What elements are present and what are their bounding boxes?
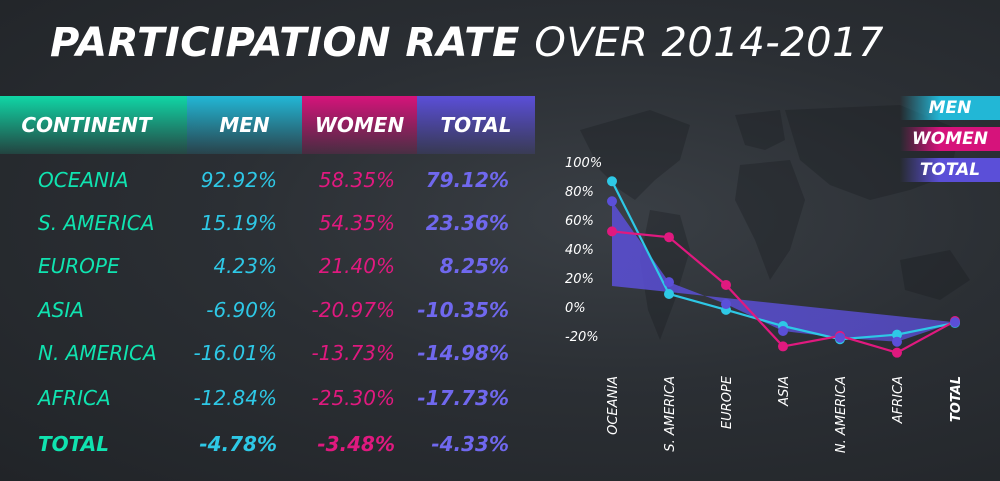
- cell-women: -20.97%: [311, 298, 395, 322]
- cell-women: 21.40%: [318, 254, 395, 278]
- data-point-total: [950, 317, 960, 328]
- y-tick-label: -20%: [565, 330, 599, 345]
- table-row: N. AMERICA -16.01% -13.73% -14.98%: [0, 333, 535, 373]
- cell-total: 23.36%: [425, 211, 509, 235]
- cell-women: 58.35%: [318, 168, 395, 192]
- data-point-total: [607, 196, 617, 207]
- x-tick-label: S. AMERICA: [663, 376, 678, 452]
- title-bold: PARTICIPATION RATE: [50, 20, 520, 66]
- x-tick-label: N. AMERICA: [834, 376, 849, 453]
- cell-men: 4.23%: [213, 254, 277, 278]
- data-point-women: [778, 341, 788, 352]
- cell-men: -16.01%: [193, 341, 277, 365]
- cell-men: 15.19%: [200, 211, 277, 235]
- x-tick-label: ASIA: [777, 376, 792, 407]
- y-tick-label: 40%: [565, 243, 594, 258]
- data-table: CONTINENT MEN WOMEN TOTAL OCEANIA 92.92%…: [0, 96, 535, 481]
- cell-total: -10.35%: [417, 298, 509, 322]
- y-tick-label: 100%: [565, 156, 602, 171]
- x-tick-label: OCEANIA: [606, 376, 621, 435]
- x-tick-label: EUROPE: [720, 375, 735, 429]
- page-title: PARTICIPATION RATE OVER 2014-2017: [50, 20, 884, 66]
- table-row: OCEANIA 92.92% 58.35% 79.12%: [0, 160, 535, 200]
- cell-continent: S. AMERICA: [38, 211, 155, 235]
- data-point-total: [778, 326, 788, 337]
- cell-men: -6.90%: [206, 298, 277, 322]
- cell-men: -4.78%: [199, 432, 277, 456]
- cell-total: 8.25%: [439, 254, 509, 278]
- y-tick-label: 60%: [565, 214, 594, 229]
- legend-total: TOTAL: [900, 158, 1000, 182]
- table-row: EUROPE 4.23% 21.40% 8.25%: [0, 246, 535, 286]
- data-point-women: [607, 226, 617, 237]
- data-point-men: [607, 176, 617, 187]
- cell-total: -4.33%: [431, 432, 509, 456]
- legend-men: MEN: [900, 96, 1000, 120]
- data-point-women: [664, 232, 674, 243]
- x-tick-label: TOTAL: [949, 376, 964, 422]
- cell-men: 92.92%: [200, 168, 277, 192]
- x-tick-label: AFRICA: [891, 376, 906, 424]
- table-total-row: TOTAL -4.78% -3.48% -4.33%: [0, 424, 535, 464]
- table-row: S. AMERICA 15.19% 54.35% 23.36%: [0, 203, 535, 243]
- cell-total: -14.98%: [417, 341, 509, 365]
- y-tick-label: 0%: [565, 301, 586, 316]
- data-point-total: [892, 336, 902, 347]
- cell-continent: ASIA: [38, 298, 84, 322]
- header-total: TOTAL: [417, 96, 535, 154]
- y-tick-label: 20%: [565, 272, 594, 287]
- cell-continent: OCEANIA: [38, 168, 129, 192]
- header-men: MEN: [187, 96, 302, 154]
- data-point-men: [664, 288, 674, 299]
- data-point-total: [835, 332, 845, 343]
- y-tick-label: 80%: [565, 185, 594, 200]
- header-women: WOMEN: [302, 96, 417, 154]
- data-point-total: [721, 299, 731, 310]
- cell-women: 54.35%: [318, 211, 395, 235]
- table-row: ASIA -6.90% -20.97% -10.35%: [0, 290, 535, 330]
- series-total-area: [612, 201, 955, 342]
- title-light: OVER 2014-2017: [534, 20, 884, 66]
- data-point-women: [892, 347, 902, 358]
- data-point-women: [721, 279, 731, 290]
- cell-continent: TOTAL: [38, 432, 109, 456]
- cell-total: -17.73%: [417, 386, 509, 410]
- cell-men: -12.84%: [193, 386, 277, 410]
- header-continent: CONTINENT: [0, 96, 187, 154]
- cell-continent: EUROPE: [38, 254, 120, 278]
- cell-women: -13.73%: [311, 341, 395, 365]
- cell-continent: AFRICA: [38, 386, 111, 410]
- data-point-men: [892, 329, 902, 340]
- cell-total: 79.12%: [425, 168, 509, 192]
- cell-continent: N. AMERICA: [38, 341, 157, 365]
- data-point-total: [664, 277, 674, 288]
- cell-women: -25.30%: [311, 386, 395, 410]
- table-row: AFRICA -12.84% -25.30% -17.73%: [0, 378, 535, 418]
- legend-women: WOMEN: [900, 127, 1000, 151]
- cell-women: -3.48%: [317, 432, 395, 456]
